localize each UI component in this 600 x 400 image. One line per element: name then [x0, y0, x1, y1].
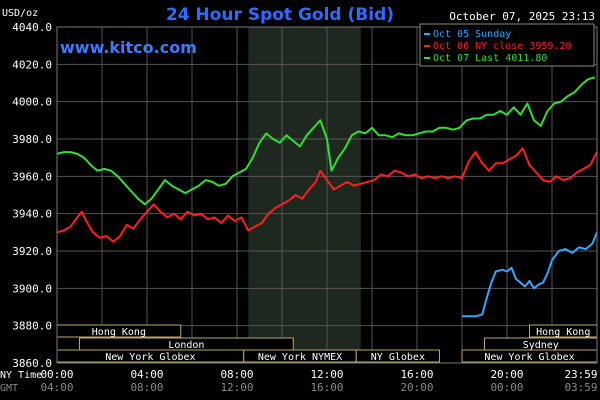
chart-title: 24 Hour Spot Gold (Bid)	[166, 5, 394, 25]
x-tick-label-gmt: 12:00	[220, 381, 253, 394]
x-tick-label-gmt: 08:00	[130, 381, 163, 394]
plot-frame	[56, 26, 598, 364]
x-tick-label-ny: 04:00	[130, 368, 163, 381]
session-label: NY Globex	[371, 352, 425, 363]
session-label: Sydney	[523, 340, 559, 351]
y-tick-label: 3940.0	[12, 208, 52, 221]
y-tick-label: 4020.0	[12, 58, 52, 71]
session-box	[355, 349, 440, 363]
legend-entry: Oct 05 Sunday	[433, 29, 511, 40]
x-tick-label-ny: 20:00	[490, 368, 523, 381]
x-axis-label-ny: NY Time	[0, 370, 42, 381]
legend-box	[419, 23, 595, 67]
x-tick-label-gmt: 03:59	[564, 381, 597, 394]
x-tick-label-gmt: 16:00	[310, 381, 343, 394]
session-label: New York Globex	[105, 352, 195, 363]
legend-entry: Oct 07 Last 4011.80	[433, 53, 547, 64]
y-tick-label: 3960.0	[12, 170, 52, 183]
y-tick-label: 3900.0	[12, 282, 52, 295]
x-tick-label-ny: 08:00	[220, 368, 253, 381]
session-label: New York Globex	[484, 352, 574, 363]
y-tick-label: 4000.0	[12, 96, 52, 109]
y-axis-ticks: 4040.0 4020.0 4000.0 3980.0 3960.0 3940.0 3920…	[12, 21, 52, 370]
y-axis-label: USD/oz	[2, 8, 38, 19]
x-tick-label-ny: 00:00	[40, 368, 73, 381]
session-label: New York NYMEX	[258, 352, 342, 363]
series-line-0	[462, 231, 598, 318]
y-tick-label: 3860.0	[12, 357, 52, 370]
x-tick-label-ny: 23:59	[564, 368, 597, 381]
x-axis-ticks: 00:00 04:00 08:00 12:00 16:00 20:00 23:5904:00…	[40, 368, 597, 394]
y-tick-label: 3920.0	[12, 245, 52, 258]
y-tick-label: 3980.0	[12, 133, 52, 146]
session-label: Hong Kong	[536, 327, 590, 338]
timestamp: October 07, 2025 23:13	[449, 10, 595, 23]
x-tick-label-ny: 12:00	[310, 368, 343, 381]
x-tick-label-gmt: 20:00	[400, 381, 433, 394]
x-axis-label-gmt: GMT	[0, 383, 18, 394]
watermark: www.kitco.com	[60, 38, 197, 57]
price-series	[56, 76, 598, 318]
series-line-2	[56, 76, 596, 206]
y-tick-label: 3880.0	[12, 320, 52, 333]
x-tick-label-ny: 16:00	[400, 368, 433, 381]
session-label: London	[168, 340, 204, 351]
session-label: Hong Kong	[92, 327, 146, 338]
x-tick-label-gmt: 00:00	[490, 381, 523, 394]
legend-entry: Oct 06 NY close 3959.20	[433, 41, 571, 52]
x-tick-label-gmt: 04:00	[40, 381, 73, 394]
series-line-1	[56, 147, 598, 243]
y-tick-label: 4040.0	[12, 21, 52, 34]
